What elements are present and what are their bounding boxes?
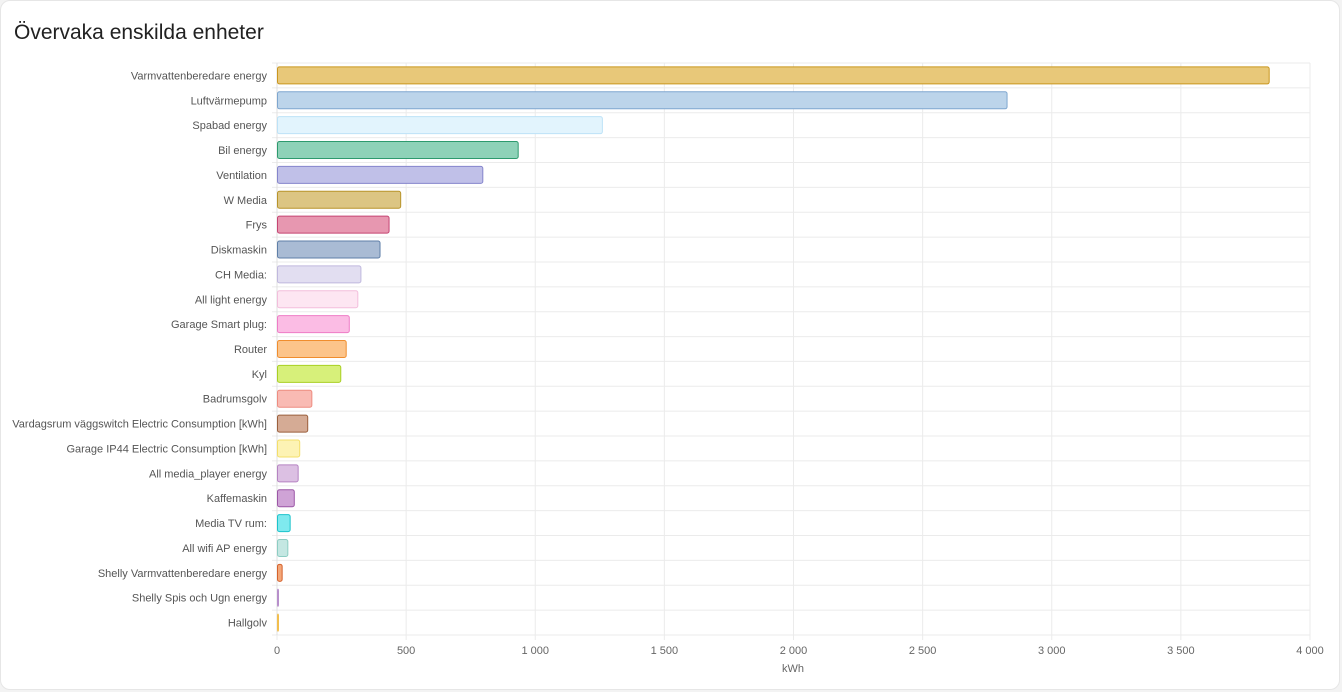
x-tick-label: 0 xyxy=(274,645,280,657)
bar[interactable] xyxy=(277,613,279,632)
bar[interactable] xyxy=(277,215,390,234)
bar[interactable] xyxy=(277,340,347,358)
card-title: Övervaka enskilda enheter xyxy=(14,21,264,44)
chart-grid xyxy=(272,62,1311,640)
x-tick-label: 3 000 xyxy=(1038,645,1066,657)
x-tick-label: 3 500 xyxy=(1167,645,1195,657)
bar[interactable] xyxy=(277,91,1008,110)
bar[interactable] xyxy=(277,141,519,160)
category-label: Router xyxy=(234,344,267,356)
category-label: Kyl xyxy=(252,369,267,381)
bar[interactable] xyxy=(277,439,301,458)
category-label: Shelly Varmvattenberedare energy xyxy=(98,568,268,580)
bar[interactable] xyxy=(277,315,350,334)
category-label: W Media xyxy=(224,195,268,207)
x-tick-label: 4 000 xyxy=(1296,645,1324,657)
category-label: Luftvärmepump xyxy=(191,95,267,107)
bar[interactable] xyxy=(277,514,291,533)
bar[interactable] xyxy=(277,265,362,284)
category-label: Media TV rum: xyxy=(195,518,267,530)
category-label: All wifi AP energy xyxy=(182,543,267,555)
bar[interactable] xyxy=(277,290,359,309)
bar[interactable] xyxy=(277,240,381,259)
category-label: CH Media: xyxy=(215,269,267,281)
category-label: Kaffemaskin xyxy=(207,493,267,505)
bar[interactable] xyxy=(277,389,313,408)
category-label: Ventilation xyxy=(216,170,267,182)
x-tick-label: 500 xyxy=(397,645,415,657)
bar[interactable] xyxy=(277,464,299,483)
category-label: All media_player energy xyxy=(149,468,268,480)
bar[interactable] xyxy=(277,414,309,433)
category-label: Hallgolv xyxy=(228,618,268,630)
category-label: Badrumsgolv xyxy=(203,394,268,406)
x-tick-label: 2 000 xyxy=(780,645,808,657)
category-label: Garage IP44 Electric Consumption [kWh] xyxy=(66,443,267,455)
bar[interactable] xyxy=(277,538,289,557)
x-tick-label: 1 000 xyxy=(521,645,549,657)
chart-x-tick-labels: 0 500 1 000 1 500 2 000 2 500 3 000 3 500 4 000 xyxy=(274,645,1324,657)
category-label: Bil energy xyxy=(218,145,267,157)
x-axis-label: kWh xyxy=(782,663,804,675)
category-label: Diskmaskin xyxy=(211,245,267,257)
bar[interactable] xyxy=(277,489,295,508)
bar[interactable] xyxy=(277,66,1270,85)
bar[interactable] xyxy=(277,563,283,582)
chart-bars xyxy=(277,66,1270,632)
bar[interactable] xyxy=(277,116,603,135)
category-label: Shelly Spis och Ugn energy xyxy=(132,593,268,605)
category-label: Garage Smart plug: xyxy=(171,319,267,331)
bar[interactable] xyxy=(277,588,279,607)
chart-category-labels: Varmvattenberedare energy Luftvärmepump Sp… xyxy=(12,70,268,629)
category-label: Frys xyxy=(246,220,268,232)
bar[interactable] xyxy=(277,364,342,383)
bar[interactable] xyxy=(277,165,484,184)
category-label: Varmvattenberedare energy xyxy=(131,70,268,82)
category-label: Spabad energy xyxy=(192,120,267,132)
category-label: Vardagsrum väggswitch Electric Consumpti… xyxy=(12,419,267,431)
bar[interactable] xyxy=(277,190,402,209)
x-tick-label: 1 500 xyxy=(651,645,679,657)
category-label: All light energy xyxy=(195,294,268,306)
x-tick-label: 2 500 xyxy=(909,645,937,657)
